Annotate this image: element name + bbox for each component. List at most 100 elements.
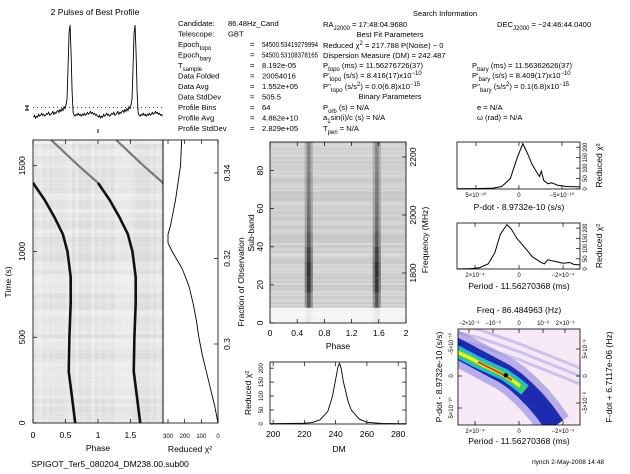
info-equals: = bbox=[250, 40, 255, 49]
subband-row bbox=[270, 256, 406, 259]
phase-column bbox=[137, 140, 140, 423]
info-value: 4.862e+10 bbox=[262, 114, 298, 123]
x-tick-label: 0.4 bbox=[291, 328, 303, 338]
y-tick-label: 0 bbox=[583, 187, 589, 191]
y-tick-label: 0 bbox=[583, 374, 589, 378]
subband-row bbox=[270, 147, 406, 150]
y-tick-label: 0.34 bbox=[222, 164, 232, 181]
subband-row bbox=[270, 206, 406, 209]
x-tick-label: −5×10⁻¹⁰ bbox=[550, 192, 575, 199]
subband-row bbox=[270, 227, 406, 230]
time-row bbox=[33, 402, 163, 408]
faint-ridge bbox=[469, 329, 580, 370]
phase-column bbox=[85, 140, 89, 423]
subband-row bbox=[270, 244, 406, 247]
subband-row bbox=[270, 166, 406, 169]
info-value: 505.5 bbox=[262, 93, 281, 102]
y-tick-label: 0 bbox=[449, 374, 455, 378]
subband-phase-panel: 0 0.4 0.8 1.2 1.6 2020406080180020002200Phase… bbox=[246, 141, 430, 351]
info-param: e = N/A bbox=[477, 103, 503, 112]
subband-row bbox=[270, 319, 406, 322]
info-param: P'topo (s/s) = 8.416(17)x10−10 bbox=[323, 71, 422, 83]
info-param-part: bary bbox=[479, 77, 491, 83]
info-equals: = bbox=[250, 61, 255, 70]
phase-column bbox=[140, 140, 144, 423]
pulse-band-segment bbox=[372, 292, 381, 308]
subband-row bbox=[270, 265, 406, 268]
phase-column bbox=[127, 140, 131, 423]
pulse-band-core bbox=[307, 308, 310, 323]
info-param-part: P'' bbox=[472, 82, 481, 91]
info-value: 8.192e-05 bbox=[262, 61, 296, 70]
time-row bbox=[33, 398, 163, 404]
time-row bbox=[33, 330, 163, 335]
info-param: Tperi = N/A bbox=[323, 124, 360, 136]
info-label-subscript: sample bbox=[183, 67, 203, 73]
info-equals: = bbox=[250, 51, 255, 60]
time-row bbox=[33, 285, 163, 290]
time-row bbox=[33, 390, 163, 396]
phase-column bbox=[33, 140, 37, 423]
y-tick-label: 50 bbox=[259, 406, 265, 413]
y-tick-label: 0 bbox=[259, 422, 265, 426]
time-row bbox=[33, 144, 163, 149]
pulse-band-segment bbox=[372, 142, 381, 156]
time-row bbox=[33, 269, 163, 274]
phase-column bbox=[111, 140, 115, 423]
pulse-band-segment bbox=[372, 185, 381, 201]
search-information-heading: Search Information bbox=[413, 9, 477, 18]
x-tick-label: 1.6 bbox=[373, 328, 385, 338]
phase-column bbox=[120, 140, 124, 423]
phase-column bbox=[49, 140, 53, 423]
chi2-curve-line bbox=[456, 142, 581, 190]
plot-frame bbox=[269, 141, 407, 324]
pulse-band-core bbox=[307, 246, 311, 262]
phase-column bbox=[42, 140, 46, 423]
y-axis-label: Reduced χ² bbox=[243, 371, 253, 415]
y-tick-label: 50 bbox=[583, 175, 589, 182]
pulse-band-segment bbox=[372, 231, 381, 247]
x2-tick-label: 10⁻³ bbox=[537, 321, 549, 327]
y-tick-label: 150 bbox=[259, 376, 265, 387]
time-row bbox=[33, 253, 163, 258]
subband-row bbox=[270, 260, 406, 263]
y-tick-label: 40 bbox=[255, 242, 265, 252]
time-row bbox=[33, 216, 163, 222]
time-row bbox=[33, 192, 163, 198]
pulse-band-core bbox=[307, 142, 311, 156]
pulse-band-segment bbox=[372, 155, 381, 171]
info-label-subscript: bary bbox=[200, 57, 212, 63]
time-row bbox=[33, 241, 163, 246]
y-tick-label: 80 bbox=[255, 166, 265, 176]
phase-column bbox=[153, 140, 157, 423]
info-param-part: P' bbox=[323, 71, 330, 80]
subband-row bbox=[270, 168, 406, 171]
x-tick-label: 2×10⁻⁴ bbox=[465, 272, 485, 279]
subband-row bbox=[270, 273, 406, 276]
info-value: 64 bbox=[262, 103, 270, 112]
image-background bbox=[270, 142, 406, 323]
subband-row bbox=[270, 178, 406, 181]
phase-column bbox=[39, 140, 43, 423]
subband-row bbox=[270, 203, 406, 205]
subband-row bbox=[270, 321, 406, 323]
pulse-track bbox=[33, 182, 77, 423]
pulse-band-core bbox=[375, 185, 379, 201]
subband-row bbox=[270, 233, 406, 236]
subband-row bbox=[270, 193, 406, 196]
time-row bbox=[33, 301, 163, 307]
info-param-part: −15 bbox=[410, 82, 421, 88]
x-axis-label: Phase bbox=[326, 341, 351, 351]
profile-line bbox=[33, 24, 163, 120]
info-param: DECJ2000 = −24:46:44.0400 bbox=[497, 20, 591, 32]
x-tick-label: 300 bbox=[163, 434, 174, 440]
plot-frame bbox=[456, 222, 581, 270]
info-label: Telescope: bbox=[178, 30, 214, 39]
x2-tick-label: 0 bbox=[517, 321, 521, 327]
x-axis-label: Period - 11.56270368 (ms) bbox=[468, 436, 570, 446]
subband-row bbox=[270, 264, 406, 266]
time-row bbox=[33, 233, 163, 238]
y-tick-label: 100 bbox=[583, 243, 589, 253]
info-label: Epochbary bbox=[178, 51, 211, 63]
time-row bbox=[33, 326, 163, 331]
